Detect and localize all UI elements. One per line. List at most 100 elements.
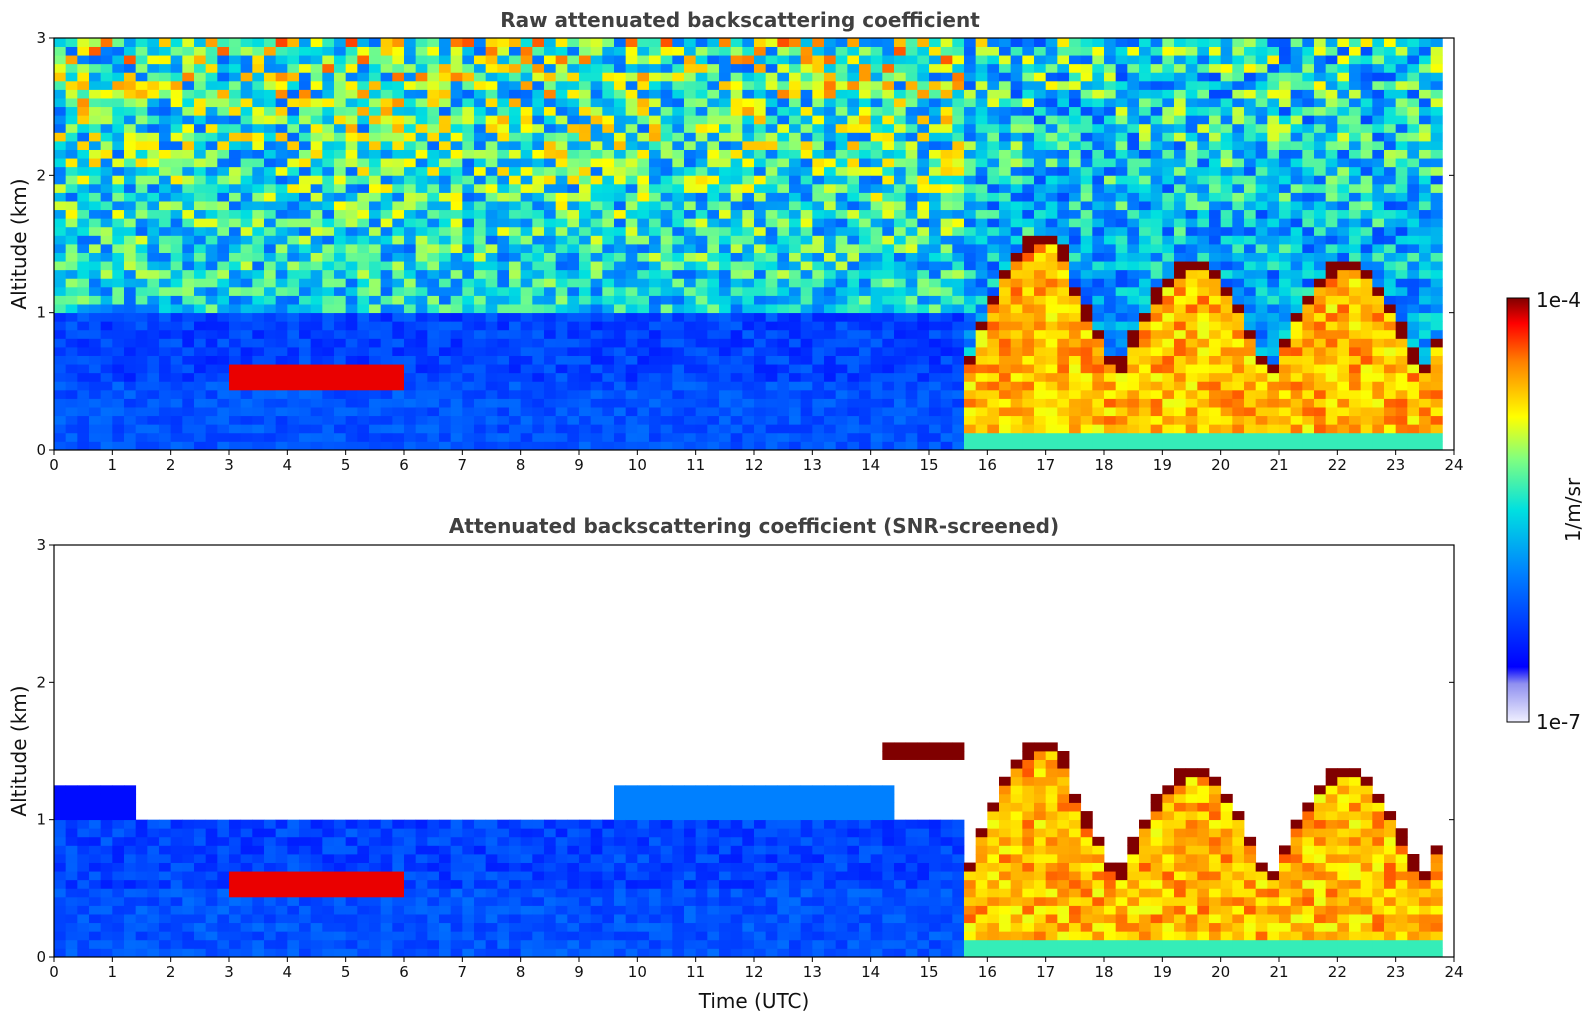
heatmap-cell	[1092, 321, 1105, 331]
heatmap-cell	[1010, 441, 1023, 451]
heatmap-cell	[1255, 329, 1268, 339]
heatmap-cell	[579, 115, 592, 125]
heatmap-cell	[870, 329, 883, 339]
heatmap-cell	[625, 338, 638, 348]
heatmap-cell	[859, 252, 872, 262]
heatmap-cell	[310, 192, 323, 202]
heatmap-cell	[310, 201, 323, 211]
heatmap-cell	[649, 149, 662, 159]
heatmap-cell	[579, 424, 592, 434]
heatmap-cell	[159, 389, 172, 399]
heatmap-cell	[1057, 141, 1070, 150]
heatmap-cell	[65, 381, 78, 391]
heatmap-cell	[147, 295, 160, 305]
heatmap-cell	[1010, 432, 1023, 442]
heatmap-cell	[497, 175, 510, 185]
heatmap-cell	[474, 364, 487, 374]
heatmap-cell	[439, 201, 452, 211]
heatmap-cell	[485, 244, 498, 253]
heatmap-cell	[719, 424, 732, 434]
heatmap-cell	[754, 398, 767, 408]
heatmap-cell	[672, 432, 685, 442]
heatmap-cell	[1069, 72, 1082, 82]
heatmap-cell	[1057, 329, 1070, 339]
heatmap-cell	[1069, 158, 1082, 168]
heatmap-cell	[1232, 261, 1245, 271]
heatmap-cell	[1174, 149, 1187, 159]
heatmap-cell	[835, 192, 848, 202]
heatmap-cell	[65, 321, 78, 331]
heatmap-cell	[672, 304, 685, 314]
heatmap-cell	[824, 141, 837, 150]
heatmap-cell	[590, 415, 603, 425]
heatmap-cell	[1115, 175, 1128, 185]
heatmap-cell	[847, 209, 860, 219]
heatmap-cell	[229, 321, 242, 331]
heatmap-cell	[742, 415, 755, 425]
heatmap-cell	[987, 244, 1000, 253]
heatmap-cell	[672, 72, 685, 82]
heatmap-cell	[1092, 304, 1105, 314]
heatmap-cell	[999, 432, 1012, 442]
heatmap-cell	[182, 415, 195, 425]
heatmap-cell	[112, 201, 125, 211]
heatmap-cell	[952, 175, 965, 185]
heatmap-cell	[602, 269, 615, 279]
heatmap-cell	[89, 38, 102, 47]
heatmap-cell	[264, 115, 277, 125]
heatmap-cell	[707, 415, 720, 425]
heatmap-cell	[404, 183, 417, 193]
heatmap-cell	[380, 123, 393, 133]
heatmap-cell	[929, 415, 942, 425]
heatmap-cell	[287, 372, 300, 382]
heatmap-cell	[334, 252, 347, 262]
heatmap-cell	[159, 192, 172, 202]
heatmap-cell	[404, 441, 417, 451]
heatmap-cell	[415, 55, 428, 65]
heatmap-cell	[439, 329, 452, 339]
heatmap-cell	[917, 372, 930, 382]
heatmap-cell	[462, 244, 475, 253]
heatmap-cell	[1255, 123, 1268, 133]
heatmap-cell	[404, 432, 417, 442]
heatmap-cell	[602, 372, 615, 382]
heatmap-cell	[182, 432, 195, 442]
heatmap-cell	[1267, 432, 1280, 442]
heatmap-cell	[474, 158, 487, 168]
heatmap-cell	[684, 295, 697, 305]
heatmap-cell	[1127, 372, 1140, 382]
heatmap-cell	[1150, 235, 1163, 245]
heatmap-cell	[952, 183, 965, 193]
heatmap-cell	[100, 286, 113, 296]
heatmap-cell	[1080, 432, 1093, 442]
heatmap-cell	[882, 432, 895, 442]
heatmap-cell	[1139, 201, 1152, 211]
heatmap-cell	[1244, 80, 1257, 90]
heatmap-cell	[1069, 132, 1082, 142]
heatmap-cell	[800, 415, 813, 425]
heatmap-cell	[229, 141, 242, 150]
heatmap-cell	[182, 201, 195, 211]
heatmap-cell	[765, 364, 778, 374]
heatmap-cell	[695, 286, 708, 296]
heatmap-cell	[789, 278, 802, 288]
heatmap-cell	[835, 304, 848, 314]
heatmap-cell	[229, 252, 242, 262]
heatmap-cell	[672, 38, 685, 47]
heatmap-cell	[1162, 295, 1175, 305]
heatmap-cell	[567, 106, 580, 116]
heatmap-cell	[602, 55, 615, 65]
heatmap-cell	[1045, 415, 1058, 425]
heatmap-cell	[1185, 398, 1198, 408]
heatmap-cell	[1174, 98, 1187, 108]
heatmap-cell	[894, 166, 907, 176]
heatmap-cell	[229, 269, 242, 279]
heatmap-cell	[1010, 226, 1023, 236]
heatmap-cell	[742, 389, 755, 399]
heatmap-cell	[964, 235, 977, 245]
heatmap-cell	[229, 295, 242, 305]
heatmap-cell	[1057, 235, 1070, 245]
heatmap-cell	[567, 304, 580, 314]
heatmap-cell	[520, 286, 533, 296]
heatmap-cell	[520, 347, 533, 356]
